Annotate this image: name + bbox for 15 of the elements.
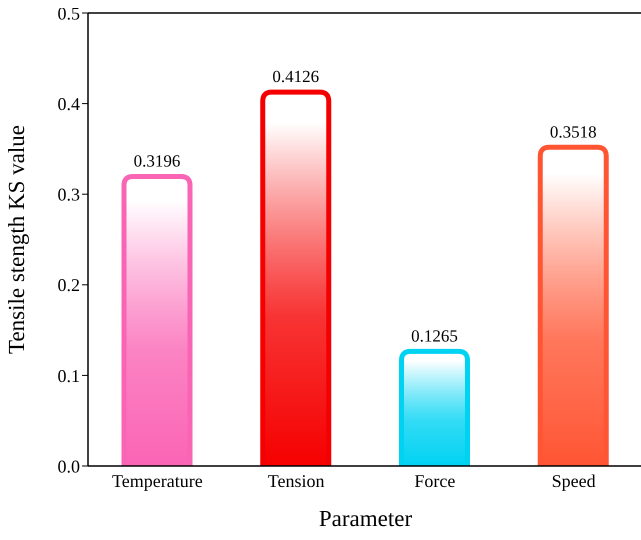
x-axis-title: Parameter: [318, 506, 412, 531]
x-tick-label: Tension: [268, 470, 324, 491]
y-tick-label: 0.2: [58, 275, 80, 296]
x-tick-label: Force: [414, 470, 456, 491]
x-tick-label: Speed: [552, 470, 596, 491]
y-tick-label: 0.3: [58, 184, 80, 205]
data-label: 0.3518: [550, 122, 597, 142]
y-tick-label: 0.1: [58, 366, 80, 386]
y-tick-label: 0.4: [58, 94, 80, 114]
y-tick-label: 0.0: [58, 456, 80, 476]
x-tick-label: Temperature: [112, 470, 203, 491]
data-label: 0.4126: [272, 67, 320, 86]
data-label: 0.1265: [411, 326, 458, 346]
y-axis-title: Tensile stength KS value: [4, 125, 30, 354]
data-label: 0.3196: [134, 151, 180, 170]
